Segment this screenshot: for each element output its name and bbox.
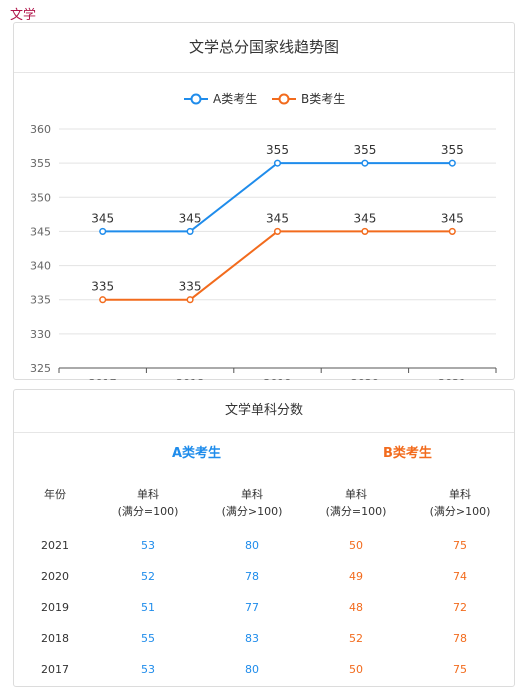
x-tick-label: 2019 <box>264 377 292 380</box>
group-a-heading: A类考生 <box>172 446 222 461</box>
table-cell-score: 50 <box>349 539 363 552</box>
column-header-line2: (满分=100) <box>325 505 387 518</box>
line-chart: 325 330 335 340 345 350 355 360 2017 2018 2019 2020… <box>30 92 497 380</box>
column-header: 单科 (满分>100) <box>420 486 500 520</box>
x-tick-label: 2020 <box>351 377 379 380</box>
column-header-line2: (满分>100) <box>221 505 283 518</box>
legend-label: A类考生 <box>213 92 257 106</box>
y-tick-label: 325 <box>30 362 51 375</box>
legend-label: B类考生 <box>301 92 345 106</box>
table-cell-score: 49 <box>349 570 363 583</box>
data-label: 355 <box>441 143 464 157</box>
data-point <box>448 159 456 167</box>
legend-swatch-marker <box>278 93 290 105</box>
table-cell-score: 74 <box>453 570 467 583</box>
data-label: 335 <box>179 280 202 294</box>
table-title: 文学单科分数 <box>14 390 514 433</box>
legend-swatch-marker <box>190 93 202 105</box>
page-label: 文学 <box>10 8 37 23</box>
group-b-heading: B类考生 <box>383 446 432 461</box>
column-header-line1: 单科 <box>137 488 159 501</box>
data-label: 345 <box>441 211 464 225</box>
table-cell-score: 50 <box>349 663 363 676</box>
column-header-line1: 单科 <box>241 488 263 501</box>
table-cell-score: 52 <box>349 632 363 645</box>
table-cell-score: 80 <box>245 663 259 676</box>
column-header-line1: 年份 <box>44 488 66 501</box>
y-tick-label: 335 <box>30 294 51 307</box>
table-cell-year: 2021 <box>41 539 69 552</box>
table-cell-year: 2020 <box>41 570 69 583</box>
data-label: 335 <box>91 280 114 294</box>
data-label: 355 <box>353 143 376 157</box>
data-point <box>273 227 282 235</box>
column-header-line2: (满分>100) <box>429 505 491 518</box>
trend-chart-card: 文学总分国家线趋势图 325 330 335 340 345 350 355 360 2017 2… <box>13 22 515 380</box>
data-label: 345 <box>179 211 202 225</box>
data-point <box>99 227 107 235</box>
data-point <box>361 159 369 167</box>
table-cell-score: 80 <box>245 539 259 552</box>
data-point <box>361 227 369 235</box>
column-header-line2: (满分=100) <box>117 505 179 518</box>
table-cell-score: 53 <box>141 663 155 676</box>
y-tick-label: 350 <box>30 191 51 204</box>
data-label: 345 <box>266 211 289 225</box>
data-point <box>186 296 194 304</box>
table-cell-score: 48 <box>349 601 363 614</box>
table-cell-year: 2019 <box>41 601 69 614</box>
column-header: 单科 (满分=100) <box>108 486 188 520</box>
table-cell-score: 75 <box>453 539 467 552</box>
table-cell-year: 2017 <box>41 663 69 676</box>
y-tick-label: 345 <box>30 225 51 238</box>
data-point <box>448 227 456 235</box>
table-cell-score: 55 <box>141 632 155 645</box>
data-point <box>273 159 282 167</box>
column-header: 单科 (满分=100) <box>316 486 396 520</box>
data-label: 345 <box>353 211 376 225</box>
y-tick-label: 340 <box>30 260 51 273</box>
score-table-card: 文学单科分数 A类考生 B类考生 年份 单科 (满分=100) 单科 (满分>100) 单… <box>13 389 515 687</box>
column-header: 单科 (满分>100) <box>212 486 292 520</box>
chart-title: 文学总分国家线趋势图 <box>14 23 514 73</box>
y-tick-label: 330 <box>30 328 51 341</box>
table-cell-score: 83 <box>245 632 259 645</box>
table-cell-score: 77 <box>245 601 259 614</box>
table-cell-year: 2018 <box>41 632 69 645</box>
x-tick-label: 2018 <box>176 377 204 380</box>
x-tick-label: 2017 <box>89 377 117 380</box>
column-header-line1: 单科 <box>345 488 367 501</box>
table-cell-score: 53 <box>141 539 155 552</box>
data-point <box>186 227 194 235</box>
table-cell-score: 78 <box>453 632 467 645</box>
table-cell-score: 78 <box>245 570 259 583</box>
column-header-line1: 单科 <box>449 488 471 501</box>
column-header: 年份 <box>15 486 95 503</box>
y-tick-label: 360 <box>30 123 51 136</box>
table-cell-score: 72 <box>453 601 467 614</box>
data-point <box>99 296 107 304</box>
y-tick-label: 355 <box>30 157 51 170</box>
table-cell-score: 75 <box>453 663 467 676</box>
x-tick-label: 2021 <box>438 377 466 380</box>
data-label: 355 <box>266 143 289 157</box>
data-label: 345 <box>91 211 114 225</box>
table-cell-score: 52 <box>141 570 155 583</box>
table-cell-score: 51 <box>141 601 155 614</box>
